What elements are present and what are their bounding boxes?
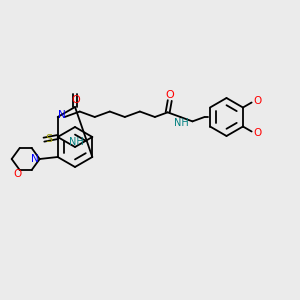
- Text: O: O: [165, 89, 174, 100]
- Text: NH: NH: [174, 118, 189, 128]
- Text: O: O: [72, 95, 80, 105]
- Text: N: N: [58, 110, 66, 120]
- Text: NH: NH: [69, 137, 83, 147]
- Text: O: O: [14, 169, 22, 179]
- Text: O: O: [254, 128, 262, 139]
- Text: S: S: [45, 134, 52, 144]
- Text: N: N: [31, 154, 39, 164]
- Text: O: O: [254, 95, 262, 106]
